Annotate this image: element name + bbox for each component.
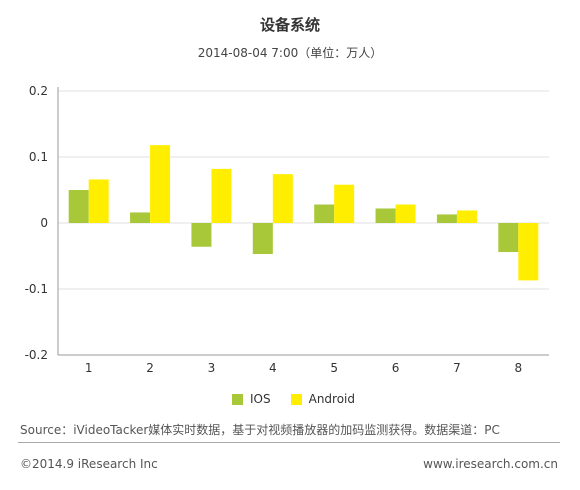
legend-label-ios: IOS (250, 392, 271, 406)
bar-android-4 (272, 174, 293, 223)
bar-android-7 (456, 210, 477, 223)
chart-subtitle: 2014-08-04 7:00（单位：万人） (197, 46, 383, 60)
bar-android-3 (211, 168, 232, 223)
axes (57, 87, 549, 356)
legend: IOS Android (232, 391, 375, 407)
bar-android-5 (334, 184, 355, 223)
bar-ios-5 (314, 204, 335, 223)
bar-ios-7 (436, 214, 457, 223)
x-tick-label: 8 (514, 361, 522, 375)
bar-ios-3 (191, 223, 212, 247)
bar-ios-8 (498, 223, 519, 253)
x-tick-label: 3 (208, 361, 216, 375)
x-tick-label: 1 (85, 361, 93, 375)
footer-divider (18, 442, 560, 443)
y-tick-label: 0.1 (29, 150, 48, 164)
bars (68, 145, 539, 281)
website-link[interactable]: www.iresearch.com.cn (423, 457, 558, 471)
legend-swatch-android (290, 393, 302, 405)
x-tick-label: 2 (146, 361, 154, 375)
legend-swatch-ios (232, 393, 243, 405)
bar-android-2 (150, 145, 171, 223)
y-tick-label: -0.2 (25, 348, 48, 362)
bar-ios-6 (375, 208, 396, 223)
bar-android-8 (518, 223, 539, 281)
bar-ios-4 (252, 223, 273, 255)
y-tick-label: 0.2 (29, 84, 48, 98)
x-tick-label: 4 (269, 361, 277, 375)
x-tick-label: 7 (453, 361, 461, 375)
bar-ios-1 (68, 190, 89, 223)
legend-item-ios[interactable]: IOS (232, 392, 271, 406)
legend-label-android: Android (308, 392, 356, 406)
chart-title: 设备系统 (259, 16, 320, 34)
y-tick-label: 0 (40, 216, 48, 230)
copyright: ©2014.9 iResearch Inc (20, 457, 158, 471)
tick-labels: 0.2 0.1 0 -0.1 -0.2 1 2 3 4 5 6 7 8 (25, 84, 523, 375)
bar-android-6 (395, 204, 416, 223)
source-note: Source：iVideoTacker媒体实时数据，基于对视频播放器的加码监测获… (20, 423, 500, 437)
bar-ios-2 (130, 212, 151, 223)
x-tick-label: 6 (392, 361, 400, 375)
x-tick-label: 5 (330, 361, 338, 375)
bar-android-1 (88, 179, 109, 223)
y-tick-label: -0.1 (25, 282, 48, 296)
legend-item-android[interactable]: Android (290, 392, 356, 406)
